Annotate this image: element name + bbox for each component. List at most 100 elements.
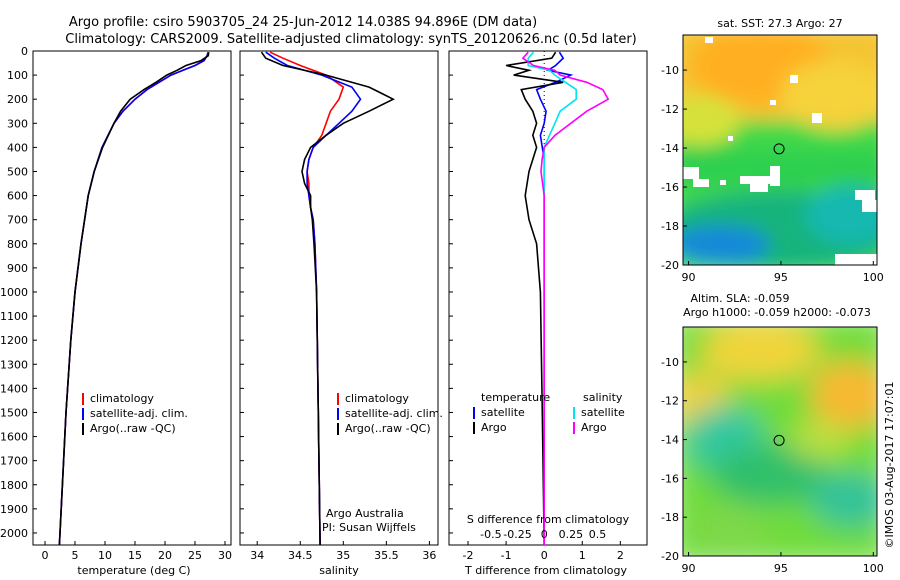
depth-tick-label: 900 [7,262,28,275]
depth-tick-label: 1000 [0,286,28,299]
x-tick-label: -1 [501,549,512,562]
depth-tick-label: 500 [7,165,28,178]
map-y-tick-label: -12 [661,103,679,116]
legend-clim: climatology [90,392,154,405]
depth-tick-label: 1600 [0,431,28,444]
temperature-panel: 0100200300400500600700800900100011001200… [0,45,232,577]
salinity-series-satellite-adj-clim- [265,51,362,546]
map-x-tick-label: 90 [682,271,696,284]
legend-t-argo: Argo [481,421,507,434]
x-tick-label: 25 [188,549,202,562]
depth-tick-label: 100 [7,69,28,82]
x-tick-label: 35.5 [374,549,399,562]
legend-s-sat: satellite [581,406,625,419]
sla-title-2: Argo h1000: -0.059 h2000: -0.073 [683,306,871,319]
depth-tick-label: 1800 [0,479,28,492]
pi-note: PI: Susan Wijffels [322,521,416,534]
map-y-tick-label: -16 [661,181,679,194]
depth-tick-label: 300 [7,117,28,130]
legend-clim: climatology [345,392,409,405]
depth-tick-label: 2000 [0,527,28,540]
sla-title-1: Altim. SLA: -0.059 [690,292,789,305]
depth-tick-label: 1700 [0,455,28,468]
salinity-lines [260,51,395,546]
difference-axes [448,50,648,546]
legend-argo: Argo(..raw -QC) [90,422,176,435]
difference-series-t-argo [505,51,564,546]
depth-tick-label: 1400 [0,382,28,395]
temperature-legend: climatology satellite-adj. clim. Argo(..… [82,392,188,435]
depth-tick-label: 700 [7,214,28,227]
sla-map-axes: 90 95 100 -10 -12 -14 -16 -18 -20 [661,356,884,575]
argo-location-marker [773,143,785,155]
difference-x-axis: -2 -1 0 1 2 [463,541,624,562]
map-x-tick-label: 95 [774,562,788,575]
agency-note: Argo Australia [326,507,404,520]
temperature-axes [32,50,232,546]
s-difference-label: S difference from climatology [467,513,630,526]
depth-tick-label: 1500 [0,406,28,419]
depth-tick-label: 400 [7,141,28,154]
sla-field [683,327,877,556]
depth-tick-label: 200 [7,93,28,106]
temperature-xlabel: temperature (deg C) [77,564,190,577]
x-tick-label: 0 [42,549,49,562]
map-y-tick-label: -18 [661,220,679,233]
salinity-axes [239,50,439,546]
s-tick-label: -0.25 [503,528,531,541]
title-line-2: Climatology: CARS2009. Satellite-adjuste… [65,32,637,47]
difference-series-s-argo [521,51,610,545]
x-tick-label: 5 [72,549,79,562]
title-line-1: Argo profile: csiro 5903705_24 25-Jun-20… [69,15,537,30]
map-y-tick-label: -10 [661,64,679,77]
salinity-legend: climatology satellite-adj. clim. Argo(..… [337,392,443,435]
sst-map-panel: sat. SST: 27.3 Argo: 27 [661,17,884,284]
sla-map-panel: Altim. SLA: -0.059 Argo h1000: -0.059 h2… [661,292,884,575]
difference-panel: -2 -1 0 1 2 T difference from climatology S … [448,50,648,577]
map-y-tick-label: -20 [661,259,679,272]
legend-sat: satellite-adj. clim. [90,407,188,420]
legend-argo: Argo(..raw -QC) [345,422,431,435]
copyright-credit: ©IMOS 03-Aug-2017 17:07:01 [883,382,896,549]
x-tick-label: -2 [463,549,474,562]
difference-depth-ticks [449,50,453,534]
difference-legend: temperature salinity satellite Argo sate… [473,391,625,434]
map-y-tick-label: -14 [661,142,679,155]
map-x-tick-label: 95 [774,271,788,284]
x-tick-label: 2 [617,549,624,562]
salinity-xlabel: salinity [319,564,359,577]
legend-salinity-head: salinity [583,391,623,404]
legend-t-sat: satellite [481,406,525,419]
s-tick-label: 0 [541,528,548,541]
sst-map-title: sat. SST: 27.3 Argo: 27 [717,17,842,30]
map-y-tick-label: -10 [661,356,679,369]
difference-xlabel: T difference from climatology [464,564,627,577]
map-y-tick-label: -16 [661,472,679,485]
x-tick-label: 0 [541,549,548,562]
legend-temperature-head: temperature [481,391,550,404]
s-tick-label: 0.25 [559,528,584,541]
s-tick-label: 0.5 [589,528,607,541]
x-tick-label: 34 [250,549,264,562]
depth-tick-label: 1900 [0,503,28,516]
x-tick-label: 1 [579,549,586,562]
map-y-tick-label: -12 [661,395,679,408]
depth-tick-label: 1200 [0,334,28,347]
map-x-tick-label: 90 [682,562,696,575]
x-tick-label: 20 [158,549,172,562]
sst-map-axes: 90 95 100 -10 -12 -14 -16 -18 -20 [661,64,884,284]
argo-location-marker [773,434,785,446]
x-tick-label: 15 [128,549,142,562]
x-tick-label: 30 [218,549,232,562]
salinity-x-axis: 34 34.5 35 35.5 36 [250,541,436,562]
difference-lines [505,51,610,546]
legend-s-argo: Argo [581,421,607,434]
depth-tick-label: 600 [7,190,28,203]
depth-tick-label: 1300 [0,358,28,371]
depth-tick-label: 0 [21,45,28,58]
depth-tick-label: 1100 [0,310,28,323]
x-tick-label: 36 [422,549,436,562]
sla-map-frame [682,326,878,557]
map-y-tick-label: -18 [661,511,679,524]
